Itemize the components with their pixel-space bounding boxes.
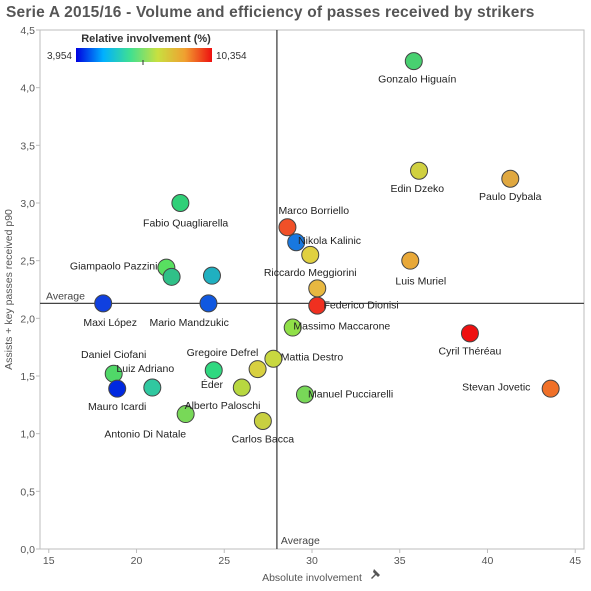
point-label: Marco Borriello	[278, 205, 349, 217]
x-tick-label: 35	[394, 555, 406, 567]
data-point[interactable]	[264, 349, 283, 368]
chart-title: Serie A 2015/16 - Volume and efficiency …	[6, 4, 535, 21]
data-point[interactable]	[301, 245, 320, 264]
data-point[interactable]	[94, 294, 113, 313]
point-label: Stevan Jovetic	[462, 381, 530, 393]
data-point[interactable]	[541, 379, 560, 398]
data-point[interactable]	[143, 378, 162, 397]
y-tick-label: 2,5	[20, 256, 35, 268]
point-label: Luiz Adriano	[116, 363, 174, 375]
data-point[interactable]	[501, 169, 520, 188]
data-point[interactable]	[283, 318, 302, 337]
legend-min-label: 3,954	[47, 51, 72, 62]
point-label: Massimo Maccarone	[293, 320, 390, 332]
point-label: Federico Dionisi	[323, 299, 398, 311]
y-average-label: Average	[46, 290, 85, 302]
legend-max-label: 10,354	[216, 51, 247, 62]
y-tick-label: 4,0	[20, 83, 35, 95]
point-label: Cyril Théréau	[439, 346, 502, 358]
x-tick-label: 25	[218, 555, 230, 567]
data-point[interactable]	[295, 385, 314, 404]
data-point[interactable]	[308, 296, 327, 315]
legend-color-bar	[76, 48, 212, 62]
data-point[interactable]	[202, 266, 221, 285]
x-axis-title: Absolute involvement	[262, 572, 362, 584]
point-label: Daniel Ciofani	[81, 349, 146, 361]
y-tick-label: 0,5	[20, 486, 35, 498]
data-point[interactable]	[460, 324, 479, 343]
point-label: Gregoire Defrel	[187, 347, 259, 359]
point-label: Mauro Icardi	[88, 401, 146, 413]
data-point[interactable]	[410, 161, 429, 180]
data-point[interactable]	[199, 294, 218, 313]
y-tick-label: 1,0	[20, 429, 35, 441]
data-point[interactable]	[248, 360, 267, 379]
point-label: Alberto Paloschi	[185, 400, 261, 412]
point-label: Éder	[201, 378, 224, 391]
data-point[interactable]	[278, 218, 297, 237]
y-tick-label: 2,0	[20, 313, 35, 325]
point-label: Maxi López	[83, 317, 137, 329]
data-point[interactable]	[253, 411, 272, 430]
point-label: Giampaolo Pazzini	[70, 260, 158, 272]
point-label: Carlos Bacca	[232, 433, 295, 445]
point-label: Nikola Kalinic	[298, 235, 361, 247]
data-point[interactable]	[171, 194, 190, 212]
y-tick-label: 3,0	[20, 198, 35, 210]
data-point[interactable]	[308, 279, 327, 298]
data-point[interactable]	[287, 233, 306, 252]
x-tick-label: 30	[306, 555, 318, 567]
x-tick-label: 15	[43, 555, 55, 567]
point-label: Edin Dzeko	[390, 183, 444, 195]
point-label: Riccardo Meggiorini	[264, 267, 357, 279]
point-label: Antonio Di Natale	[104, 429, 186, 441]
pin-icon[interactable]	[371, 569, 380, 579]
data-point[interactable]	[204, 361, 223, 380]
point-label: Manuel Pucciarelli	[308, 388, 393, 400]
x-tick-label: 45	[569, 555, 581, 567]
data-point[interactable]	[232, 378, 251, 397]
x-average-label: Average	[281, 535, 320, 547]
point-label: Gonzalo Higuaín	[378, 73, 456, 85]
y-tick-label: 3,5	[20, 140, 35, 152]
point-label: Mario Mandzukic	[149, 317, 228, 329]
y-axis-title: Assists + key passes received p90	[3, 209, 15, 370]
data-point[interactable]	[176, 405, 195, 424]
y-tick-label: 4,5	[20, 25, 35, 37]
data-point[interactable]	[162, 267, 181, 286]
y-tick-label: 1,5	[20, 371, 35, 383]
data-point[interactable]	[404, 52, 423, 71]
x-tick-label: 40	[482, 555, 494, 567]
point-label: Paulo Dybala	[479, 191, 542, 203]
point-label: Fabio Quagliarella	[143, 218, 228, 230]
point-label: Luis Muriel	[395, 275, 446, 287]
x-tick-label: 20	[131, 555, 143, 567]
data-point[interactable]	[401, 251, 420, 270]
data-point[interactable]	[108, 379, 127, 398]
point-label: Mattia Destro	[281, 351, 344, 363]
y-tick-label: 0,0	[20, 544, 35, 556]
legend-title: Relative involvement (%)	[81, 33, 211, 45]
